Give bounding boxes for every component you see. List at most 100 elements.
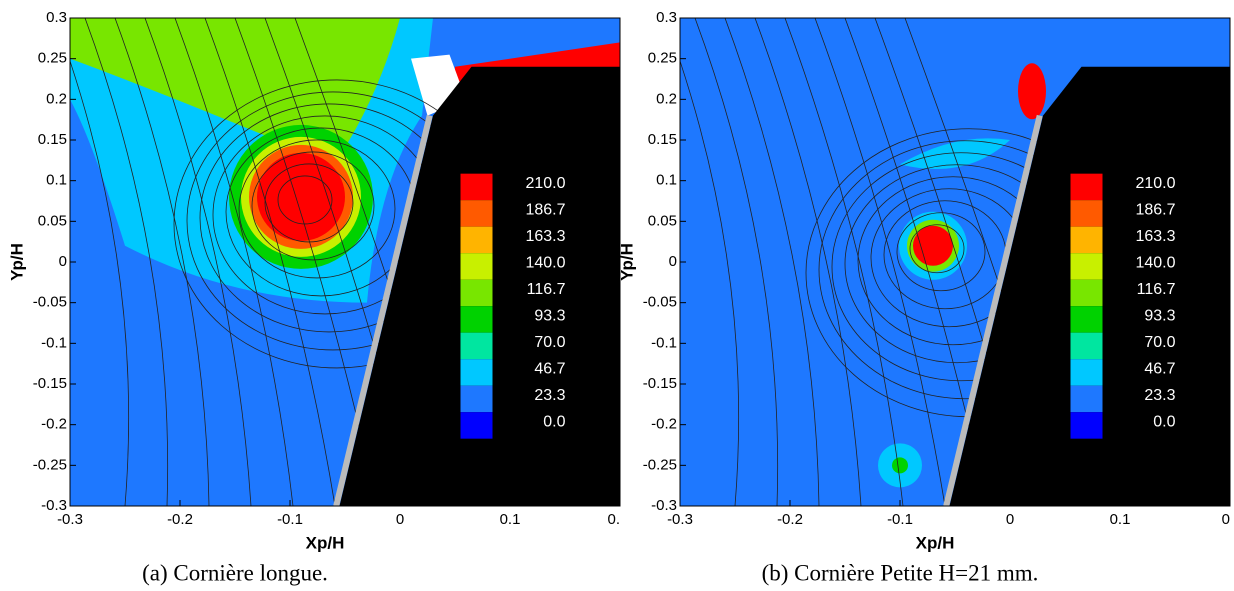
streamline	[277, 175, 333, 225]
y-tick-label: 0.3	[656, 9, 677, 26]
y-axis-label: Yp/H	[617, 243, 636, 281]
y-tick-label: -0.3	[41, 497, 67, 514]
y-tick-label: -0.1	[41, 334, 67, 351]
streamline	[694, 18, 779, 506]
y-tick-label: 0.2	[656, 90, 677, 107]
streamline	[238, 139, 396, 279]
colorbar-label: 70.0	[534, 334, 565, 351]
streamline	[114, 18, 210, 506]
colorbar-swatch	[460, 279, 493, 307]
colorbar-label: 0.0	[1153, 413, 1175, 430]
y-tick-label: -0.25	[33, 456, 67, 473]
colorbar-label: 140.0	[525, 254, 565, 271]
colorbar-swatch	[460, 200, 493, 227]
streamline	[70, 59, 130, 506]
x-tick-label: 0.1	[1110, 511, 1131, 528]
x-axis-label: Xp/H	[916, 533, 955, 552]
colorbar-title: k (m²/s²)	[1089, 147, 1149, 164]
y-tick-label: 0.3	[46, 9, 67, 26]
field-region	[892, 457, 908, 474]
colorbar-swatch	[1070, 173, 1103, 201]
x-tick-label: -0.2	[777, 511, 803, 528]
streamline	[896, 212, 986, 292]
colorbar-label: 186.7	[1135, 201, 1175, 218]
colorbar-swatch	[1070, 253, 1103, 280]
colorbar-label: 116.7	[1137, 281, 1176, 298]
y-tick-label: -0.15	[643, 375, 677, 392]
x-tick-label: -0.3	[57, 511, 83, 528]
colorbar-label: 93.3	[534, 307, 565, 324]
streamline	[680, 59, 740, 506]
colorbar-label: 210.0	[1135, 175, 1175, 192]
y-tick-label: -0.2	[651, 416, 677, 433]
colorbar-label: 186.7	[525, 201, 565, 218]
y-tick-label: 0	[59, 253, 67, 270]
colorbar-swatch	[1070, 279, 1103, 307]
y-axis-label: Yp/H	[7, 243, 26, 281]
colorbar-swatch	[460, 359, 493, 386]
colorbar-swatch	[460, 412, 493, 439]
x-tick-label: 0	[396, 511, 404, 528]
y-tick-label: -0.1	[651, 334, 677, 351]
y-tick-label: -0.05	[643, 294, 677, 311]
colorbar-swatch	[1070, 226, 1103, 254]
streamline	[814, 18, 946, 506]
y-tick-label: 0.15	[648, 131, 677, 148]
y-tick-label: 0.05	[648, 212, 677, 229]
field-region	[900, 138, 1010, 170]
x-tick-label: -0.1	[277, 511, 303, 528]
x-tick-label: 0.1	[500, 511, 521, 528]
streamline	[174, 18, 294, 506]
field-region	[1018, 63, 1046, 120]
wall-edge	[943, 114, 1043, 506]
y-tick-label: -0.15	[33, 375, 67, 392]
colorbar-label: 23.3	[1144, 387, 1175, 404]
y-tick-label: 0	[669, 253, 677, 270]
y-tick-label: 0.15	[38, 131, 67, 148]
colorbar-swatch	[460, 226, 493, 254]
colorbar-swatch	[1070, 200, 1103, 227]
colorbar-label: 46.7	[534, 360, 565, 377]
y-tick-label: -0.05	[33, 294, 67, 311]
y-tick-label: -0.2	[41, 416, 67, 433]
y-tick-label: 0.2	[46, 90, 67, 107]
x-tick-label: 0.	[607, 511, 620, 528]
colorbar-label: 0.0	[543, 413, 565, 430]
colorbar-swatch	[460, 332, 493, 360]
y-tick-label: -0.3	[651, 497, 677, 514]
caption: (b) Cornière Petite H=21 mm.	[762, 560, 1039, 585]
x-tick-label: -0.3	[667, 511, 693, 528]
colorbar-swatch	[1070, 332, 1103, 360]
colorbar-label: 140.0	[1135, 254, 1175, 271]
field-region	[913, 225, 953, 266]
y-tick-label: 0.1	[656, 172, 677, 189]
y-tick-label: -0.25	[643, 456, 677, 473]
streamline	[784, 18, 904, 506]
field-region	[257, 152, 345, 241]
colorbar-label: 210.0	[525, 175, 565, 192]
colorbar-label: 93.3	[1144, 307, 1175, 324]
x-tick-label: -0.1	[887, 511, 913, 528]
streamline	[144, 18, 252, 506]
colorbar-label: 70.0	[1144, 334, 1175, 351]
y-tick-label: 0.1	[46, 172, 67, 189]
streamline	[754, 18, 862, 506]
colorbar-swatch	[460, 385, 493, 413]
field	[70, 18, 620, 506]
colorbar-label: 163.3	[1135, 228, 1175, 245]
x-axis-label: Xp/H	[306, 533, 345, 552]
colorbar-swatch	[460, 306, 493, 333]
x-tick-label: -0.2	[167, 511, 193, 528]
streamline	[724, 18, 820, 506]
colorbar-swatch	[460, 173, 493, 201]
x-tick-label: 0	[1006, 511, 1014, 528]
colorbar-swatch	[1070, 385, 1103, 413]
y-tick-label: 0.05	[38, 212, 67, 229]
streamline	[204, 18, 336, 506]
colorbar-label: 23.3	[534, 387, 565, 404]
streamline	[84, 18, 169, 506]
colorbar-swatch	[1070, 359, 1103, 386]
streamline	[909, 224, 965, 274]
colorbar-swatch	[1070, 412, 1103, 439]
